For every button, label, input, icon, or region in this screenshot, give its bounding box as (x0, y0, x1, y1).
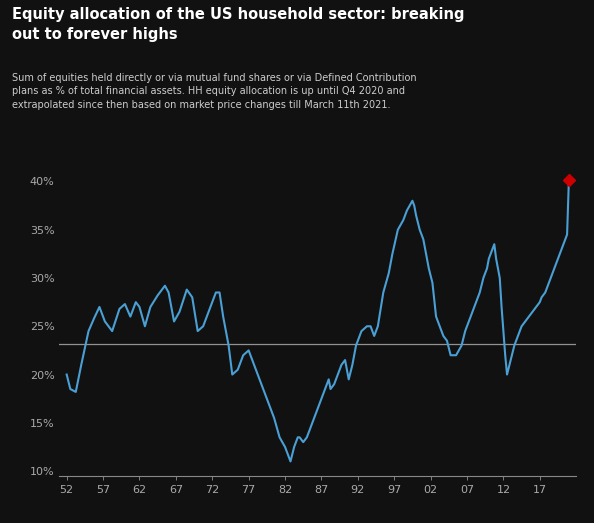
Text: Equity allocation of the US household sector: breaking
out to forever highs: Equity allocation of the US household se… (12, 7, 465, 41)
Text: Sum of equities held directly or via mutual fund shares or via Defined Contribut: Sum of equities held directly or via mut… (12, 73, 416, 110)
